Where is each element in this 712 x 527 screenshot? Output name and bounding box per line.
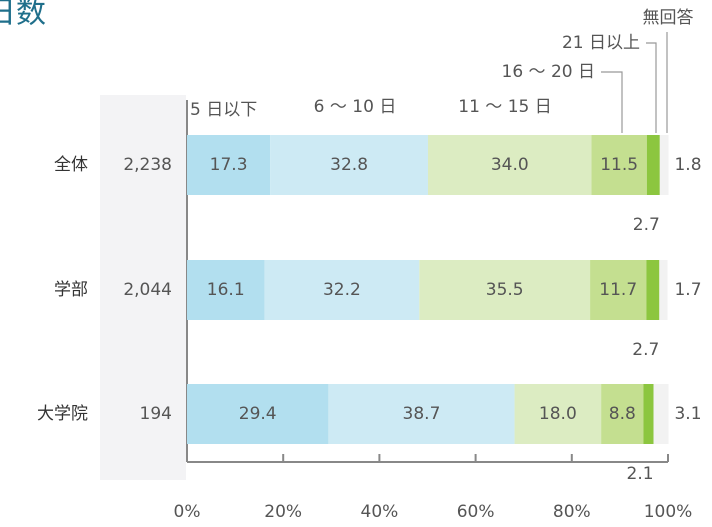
x-tick-label: 100% <box>644 502 693 522</box>
bar-segment <box>264 260 420 320</box>
x-tick-label: 0% <box>174 502 201 522</box>
bar-segment <box>427 135 592 195</box>
category-label: 学部 <box>54 280 88 300</box>
bar-segment <box>590 260 647 320</box>
bar-segment <box>601 384 644 444</box>
data-label: 3.1 <box>674 404 701 424</box>
bar-segment <box>659 260 668 320</box>
data-label: 1.8 <box>674 155 701 175</box>
bar-segment <box>270 135 428 195</box>
count-label: 2,044 <box>123 280 172 300</box>
bar-segment <box>659 135 669 195</box>
data-label: 32.2 <box>323 280 361 300</box>
x-tick-label: 80% <box>553 502 591 522</box>
data-label: 38.7 <box>403 404 441 424</box>
data-label: 2.7 <box>632 340 659 360</box>
leader-line <box>601 71 623 133</box>
count-label: 2,238 <box>123 155 172 175</box>
legend-label: 5 日以下 <box>190 100 257 120</box>
bar-segment <box>591 135 647 195</box>
x-tick-label: 60% <box>457 502 495 522</box>
bar-segment <box>187 135 271 195</box>
category-label: 大学院 <box>37 404 88 424</box>
data-label: 2.7 <box>633 215 660 235</box>
legend-label: 無回答 <box>643 8 694 28</box>
bar-segment <box>419 260 591 320</box>
legend-label: 6 〜 10 日 <box>314 97 397 117</box>
bar-segment <box>187 260 265 320</box>
count-panel <box>100 95 186 480</box>
count-label: 194 <box>140 404 172 424</box>
x-tick-label: 20% <box>264 502 302 522</box>
data-label: 11.5 <box>600 155 638 175</box>
data-label: 11.7 <box>599 280 637 300</box>
data-label: 1.7 <box>674 280 701 300</box>
bar-segment <box>328 384 515 444</box>
bar-segment <box>653 384 669 444</box>
bar-segment <box>514 384 602 444</box>
bar-segment <box>646 135 660 195</box>
legend-label: 16 〜 20 日 <box>502 62 595 82</box>
legend-label: 21 日以上 <box>562 33 640 53</box>
data-label: 17.3 <box>210 155 248 175</box>
data-label: 16.1 <box>207 280 245 300</box>
data-label: 29.4 <box>239 404 277 424</box>
data-label: 8.8 <box>609 404 636 424</box>
data-label: 35.5 <box>486 280 524 300</box>
bar-segment <box>187 384 329 444</box>
x-tick-label: 40% <box>361 502 399 522</box>
legend-label: 11 〜 15 日 <box>458 97 551 117</box>
bar-segment <box>643 384 654 444</box>
chart-title: 日数 <box>0 0 46 31</box>
data-label: 34.0 <box>491 155 529 175</box>
data-label: 2.1 <box>627 464 654 484</box>
bar-segment <box>646 260 660 320</box>
leader-line <box>646 42 657 133</box>
data-label: 32.8 <box>330 155 368 175</box>
category-label: 全体 <box>54 155 88 175</box>
data-label: 18.0 <box>539 404 577 424</box>
